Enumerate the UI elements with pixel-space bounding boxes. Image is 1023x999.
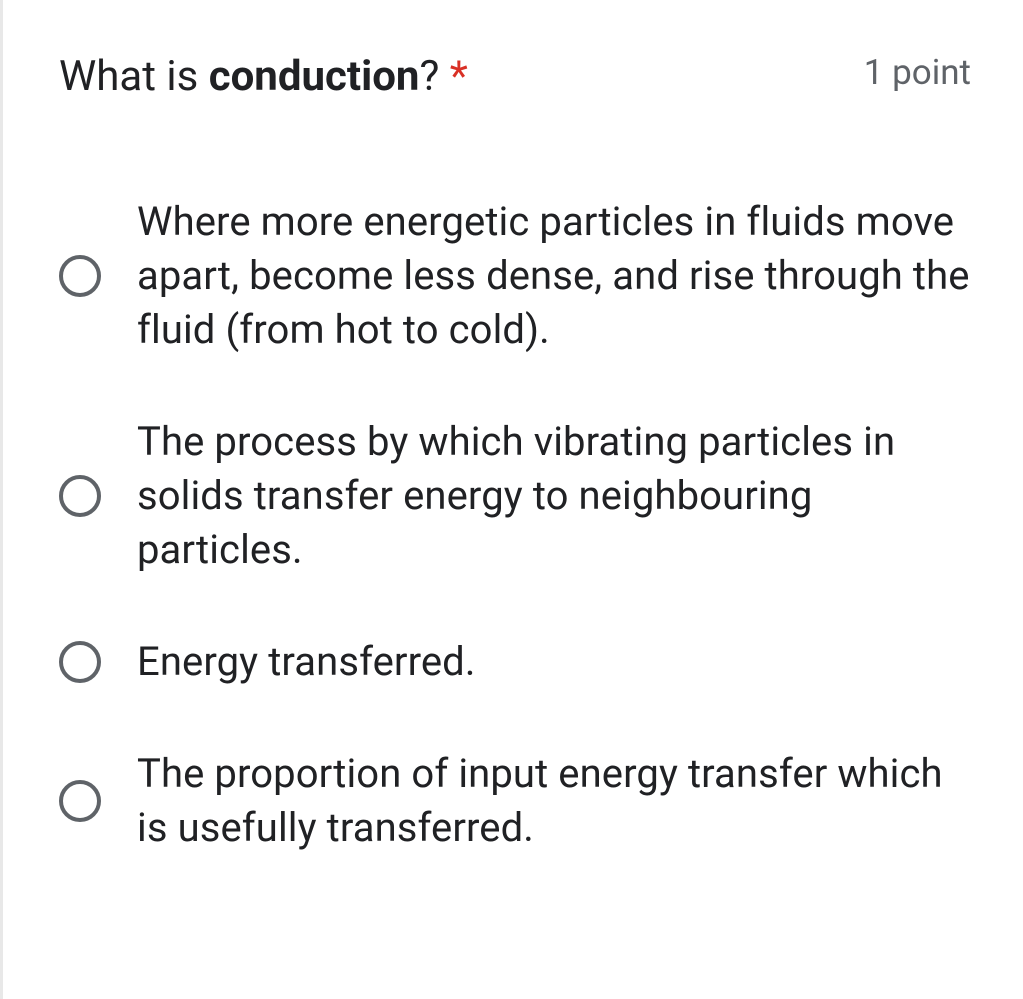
option-text: Where more energetic particles in fluids… [137,195,971,357]
question-title-bold: conduction [209,52,420,101]
required-asterisk-icon: * [450,52,468,101]
option-row[interactable]: The proportion of input energy transfer … [59,747,971,855]
option-row[interactable]: The process by which vibrating particles… [59,415,971,577]
radio-unchecked-icon[interactable] [59,641,101,683]
option-text: The proportion of input energy transfer … [137,747,971,855]
option-row[interactable]: Energy transferred. [59,635,971,689]
question-title: What is conduction? * [59,50,468,105]
radio-unchecked-icon[interactable] [59,255,101,297]
option-text: Energy transferred. [137,635,475,689]
question-title-prefix: What is [59,52,209,101]
radio-unchecked-icon[interactable] [59,475,101,517]
options-list: Where more energetic particles in fluids… [59,195,971,855]
question-header: What is conduction? * 1 point [59,50,971,105]
option-text: The process by which vibrating particles… [137,415,971,577]
option-row[interactable]: Where more energetic particles in fluids… [59,195,971,357]
question-card: What is conduction? * 1 point Where more… [0,0,1023,999]
question-title-suffix: ? [419,52,439,101]
radio-unchecked-icon[interactable] [59,780,101,822]
points-label: 1 point [864,52,971,93]
